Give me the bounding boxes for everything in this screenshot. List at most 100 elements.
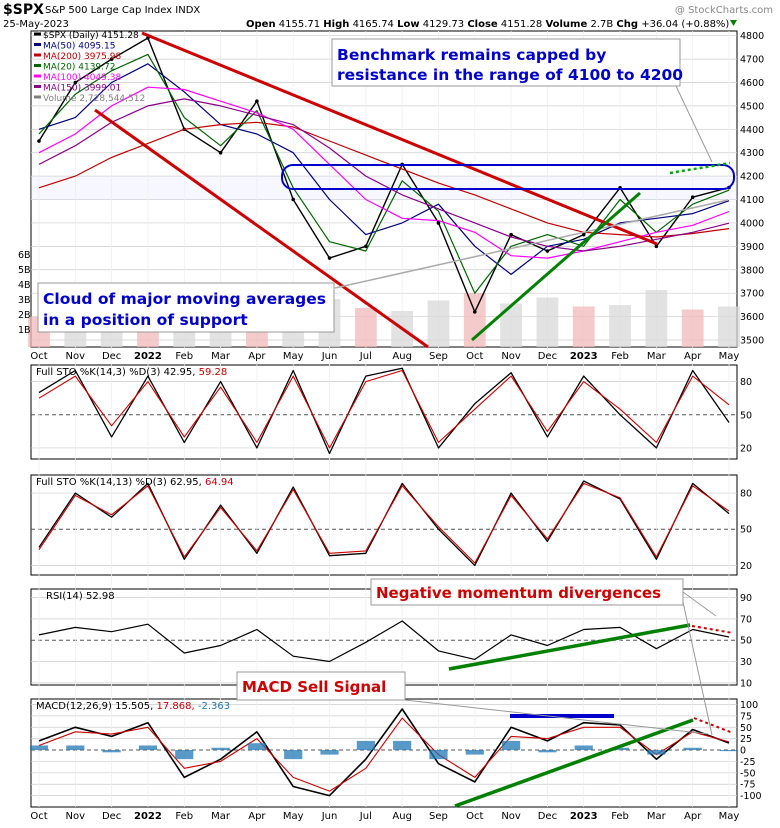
legend-swatch (34, 85, 41, 88)
y-tick-label: 4000 (740, 218, 764, 229)
rsi-label: RSI(14) 52.98 (46, 591, 115, 602)
benchmark-callout: Benchmark remains capped by resistance i… (331, 38, 683, 87)
close-label: Close (467, 19, 498, 30)
series-line-rsi-14- (38, 620, 730, 663)
legend-swatch (34, 53, 41, 57)
y-tick-label: 90 (740, 593, 752, 604)
legend-item: MA(100) 4049.38 (43, 73, 121, 83)
x-axis-label: Jun (321, 351, 338, 362)
legend-item: MA(20) 4139.72 (43, 63, 115, 73)
price-point (327, 256, 332, 260)
volume-bar (354, 308, 377, 347)
legend-swatch (34, 95, 41, 99)
macd-histogram-bar (502, 740, 521, 751)
volume-bar (681, 309, 704, 347)
y-tick-label: 0 (740, 746, 746, 757)
legend-swatch (34, 74, 41, 78)
price-point (291, 197, 296, 202)
low-label: Low (397, 19, 419, 30)
slow-stochastic-panel (30, 474, 738, 576)
cloud-callout-line-1: Cloud of major moving averages (43, 290, 326, 308)
macd-callout-pointer (404, 699, 709, 735)
x-axis-label: Dec (538, 351, 557, 362)
volume-tick-label: 1B (18, 325, 31, 336)
legend-item: MA(50) 4095.15 (43, 42, 115, 52)
x-axis-label: Mar (647, 811, 667, 822)
y-tick-label: 3600 (740, 312, 764, 323)
y-tick-label: 80 (740, 377, 752, 388)
y-tick-label: 50 (740, 525, 752, 536)
slow-sto-label-signal: 64.94 (205, 477, 234, 488)
price-point (509, 232, 513, 237)
price-higher-high-line (669, 161, 731, 175)
x-axis-label: Aug (392, 811, 412, 822)
x-axis-label: Nov (66, 351, 86, 362)
rsi-uptrend-line (448, 623, 691, 671)
macd-callout: MACD Sell Signal (236, 671, 406, 701)
price-point (218, 150, 223, 155)
y-tick-label: -100 (740, 791, 762, 802)
fast-sto-label: Full STO %K(14,3) %D(3) 42.95, 59.28 (36, 367, 227, 378)
index-name-text: S&P 500 Large Cap Index (45, 5, 172, 16)
legend-swatch (34, 64, 41, 67)
x-axis-label: Jul (359, 351, 372, 362)
y-tick-label: 4800 (740, 31, 764, 42)
y-tick-label: 4400 (740, 125, 764, 136)
volume-bar (536, 297, 559, 347)
macd-histogram-bar (211, 747, 230, 751)
legend-swatch (34, 32, 41, 36)
legend-item: MA(200) 3975.98 (43, 52, 121, 62)
series-line-signal (38, 717, 730, 792)
volume-tick-label: 2B (18, 310, 31, 321)
chg-value: +36.04 (+0.88%) (641, 19, 729, 30)
negative-callout-text: Negative momentum divergences (376, 584, 661, 602)
macd-histogram-bar (393, 740, 412, 751)
macd-histogram-bar (320, 750, 339, 755)
cloud-callout: Cloud of major moving averages in a posi… (37, 282, 335, 333)
support-line (334, 199, 729, 289)
y-tick-label: 3500 (740, 335, 764, 346)
y-tick-label: 75 (740, 711, 752, 722)
volume-value: 2.7B (590, 19, 613, 30)
divergence-callout-pointer (682, 601, 713, 736)
macd-histogram-bar (284, 750, 303, 760)
series-line--k (38, 367, 730, 455)
macd-histogram-bar (29, 745, 49, 751)
ohlc-row: Open 4155.71 High 4165.74 Low 4129.73 Cl… (246, 19, 729, 30)
macd-histogram-bar (429, 750, 448, 760)
y-tick-label: 50 (740, 723, 752, 734)
y-tick-label: -75 (740, 780, 756, 791)
series-line--d (38, 369, 730, 449)
x-axis-label: May (719, 811, 740, 822)
x-axis-label: Nov (501, 811, 521, 822)
y-tick-label: 4300 (740, 148, 764, 159)
exchange-text: INDX (175, 5, 200, 16)
x-axis-label: Dec (102, 351, 121, 362)
resistance-band (281, 164, 735, 190)
series-line-ma-20- (38, 53, 730, 294)
series-line-ma-150- (38, 98, 730, 252)
price-point (690, 195, 695, 199)
y-tick-label: 3900 (740, 242, 764, 253)
macd-histogram-bar (647, 750, 666, 755)
symbol: $SPX (3, 2, 44, 18)
series-line--d (38, 482, 730, 564)
series-line--spx-daily- (38, 37, 730, 313)
open-label: Open (246, 19, 276, 30)
macd-histogram-bar (574, 745, 593, 751)
volume-bar (718, 306, 740, 347)
price-point (472, 310, 477, 314)
price-point (73, 80, 78, 85)
macd-callout-box (236, 671, 406, 701)
macd-label-hist: -2.363 (198, 701, 230, 712)
price-point (581, 232, 586, 237)
price-point (109, 57, 114, 61)
x-axis-label: May (719, 351, 740, 362)
macd-histogram-bar (247, 743, 266, 751)
x-axis-label: Apr (684, 351, 702, 362)
price-point (654, 244, 659, 249)
price-point (545, 249, 550, 253)
y-tick-label: 70 (740, 614, 752, 625)
x-axis-label: Jun (321, 811, 338, 822)
